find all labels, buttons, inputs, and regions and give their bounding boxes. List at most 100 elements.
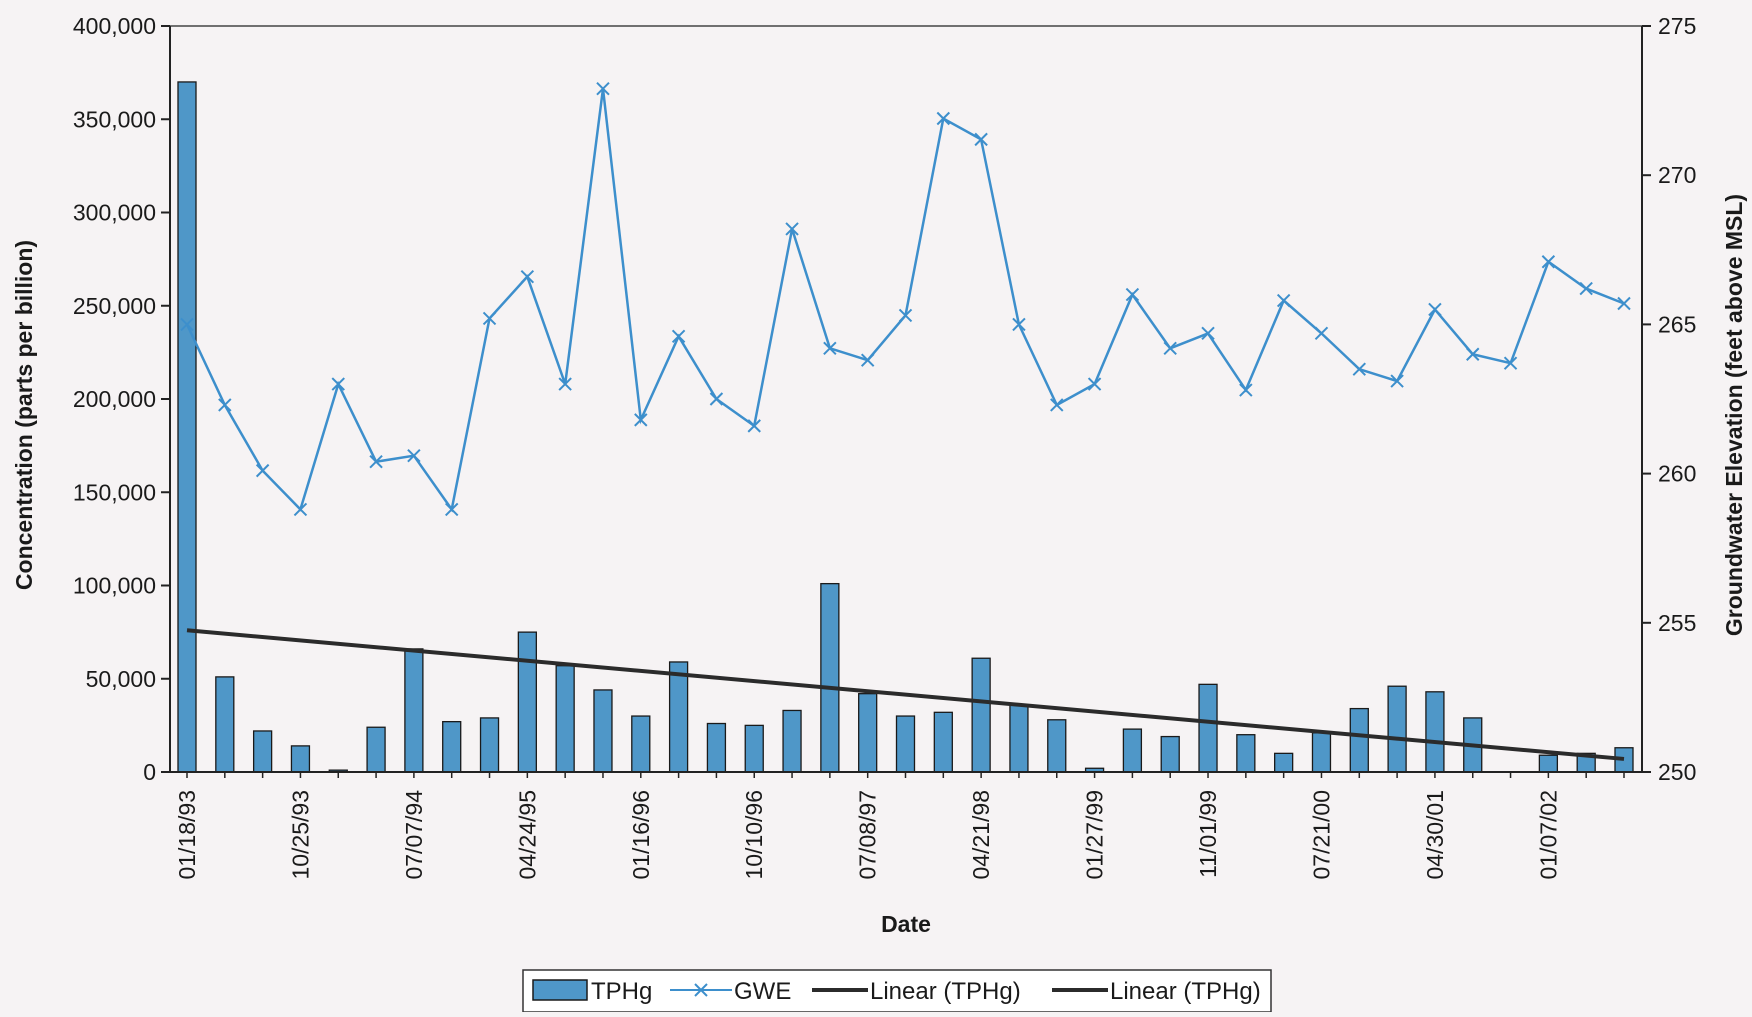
x-tick-label: 04/21/98 [968,790,994,880]
bar-tphg [1236,734,1256,773]
gwe-point [785,222,799,236]
bar-tphg [517,631,537,773]
legend-box [522,969,1272,1013]
bar-tphg [215,676,235,773]
x-tick-label: 11/01/99 [1195,790,1221,878]
bar-tphg [820,582,840,773]
gwe-point [1163,341,1177,355]
bar-tphg [706,722,727,773]
gwe-point [218,398,232,412]
right-tick-labels: 250 255 260 265 270 275 [1658,13,1696,785]
trend-lines [186,628,1625,761]
left-tick-label: 100,000 [73,573,156,599]
gwe-point [1314,326,1329,341]
legend-item-linear-1: Linear (TPHg) [812,978,1021,1005]
x-tick-label: 01/27/99 [1082,790,1108,880]
bar-tphg [858,693,878,773]
legend-label-tphg: TPHg [591,978,652,1005]
left-tick-label: 0 [143,759,156,785]
bar-tphg [1198,683,1218,773]
gwe-point [1579,281,1593,296]
tphg-bars [177,81,1634,773]
left-tick-label: 350,000 [73,106,156,132]
gwe-point [1239,383,1253,397]
left-tick-label: 150,000 [73,479,156,505]
x-axis-title: Date [881,911,931,937]
x-tick-label: 01/07/02 [1535,790,1561,880]
gwe-point [1428,302,1442,317]
trend-line-tphg [186,628,1625,761]
axes [161,25,1651,778]
gwe-point [293,502,308,517]
gwe-point [1276,293,1291,308]
legend-label-linear-1: Linear (TPHg) [870,978,1021,1005]
bar-tphg [895,715,916,773]
right-tick-label: 260 [1658,461,1696,487]
gwe-point [1087,377,1102,391]
x-tick-label: 07/07/94 [401,790,427,880]
bar-tphg [668,661,689,773]
gwe-line-group [180,81,1631,517]
bar-tphg [404,648,424,773]
legend: TPHg GWE Linear (TPHg) Linear (TPHg) [522,969,1272,1013]
x-tick-label: 10/25/93 [287,790,313,880]
bar-tphg [1538,754,1559,773]
y-axis-title-left: Concentration (parts per billion) [11,240,37,590]
right-tick-label: 265 [1658,311,1696,337]
left-tick-label: 200,000 [73,386,156,412]
bar-tphg [1047,719,1067,773]
bar-tphg [1349,707,1369,773]
gwe-point [1503,356,1518,370]
gwe-point [445,502,459,517]
bar-tphg [366,726,386,773]
gwe-point [596,81,610,96]
gwe-point [1390,374,1404,388]
right-tick-label: 270 [1658,162,1696,188]
gwe-point [255,463,270,478]
gwe-point [331,377,345,391]
bar-tphg [1387,685,1407,773]
bar-tphg [1122,728,1143,773]
gwe-point [1201,326,1215,341]
x-tick-label: 07/21/00 [1308,790,1334,880]
legend-label-linear-2: Linear (TPHg) [1110,978,1261,1005]
gwe-point [1012,317,1026,332]
right-tick-label: 275 [1658,13,1696,39]
gwe-point [482,311,497,326]
gwe-point [1050,398,1064,412]
gwe-point [1466,347,1480,361]
legend-label-gwe: GWE [734,978,791,1005]
gwe-point [823,341,837,355]
gwe-point [1541,255,1556,269]
right-tick-label: 255 [1658,610,1696,636]
x-tick-label: 10/10/96 [741,790,767,880]
gwe-point [369,454,383,469]
bar-tphg [479,717,500,773]
gwe-point [634,413,648,427]
x-tick-label: 04/30/01 [1422,790,1448,880]
gwe-point [671,329,686,344]
gwe-point [180,317,194,332]
gwe-point [1125,287,1140,302]
gwe-point [860,353,875,367]
x-tick-label: 04/24/95 [514,790,540,880]
left-tick-label: 250,000 [73,293,156,319]
bar-tphg [1425,691,1445,773]
legend-swatch-tphg [532,979,588,1001]
gwe-point [407,448,421,463]
bar-tphg [442,720,462,773]
legend-item-linear-2: Linear (TPHg) [1052,978,1261,1005]
x-tick-label: 01/18/93 [174,790,200,880]
bar-tphg [290,745,311,773]
bar-tphg [252,730,273,773]
left-tick-label: 400,000 [73,13,156,39]
bar-tphg [1009,704,1029,773]
bar-tphg [555,665,575,773]
bar-tphg [593,689,613,773]
legend-item-gwe: GWE [670,978,791,1005]
gwe-point [520,269,535,284]
x-tick-labels: 01/18/93 10/25/93 07/07/94 04/24/95 01/16/96… [174,790,1561,880]
